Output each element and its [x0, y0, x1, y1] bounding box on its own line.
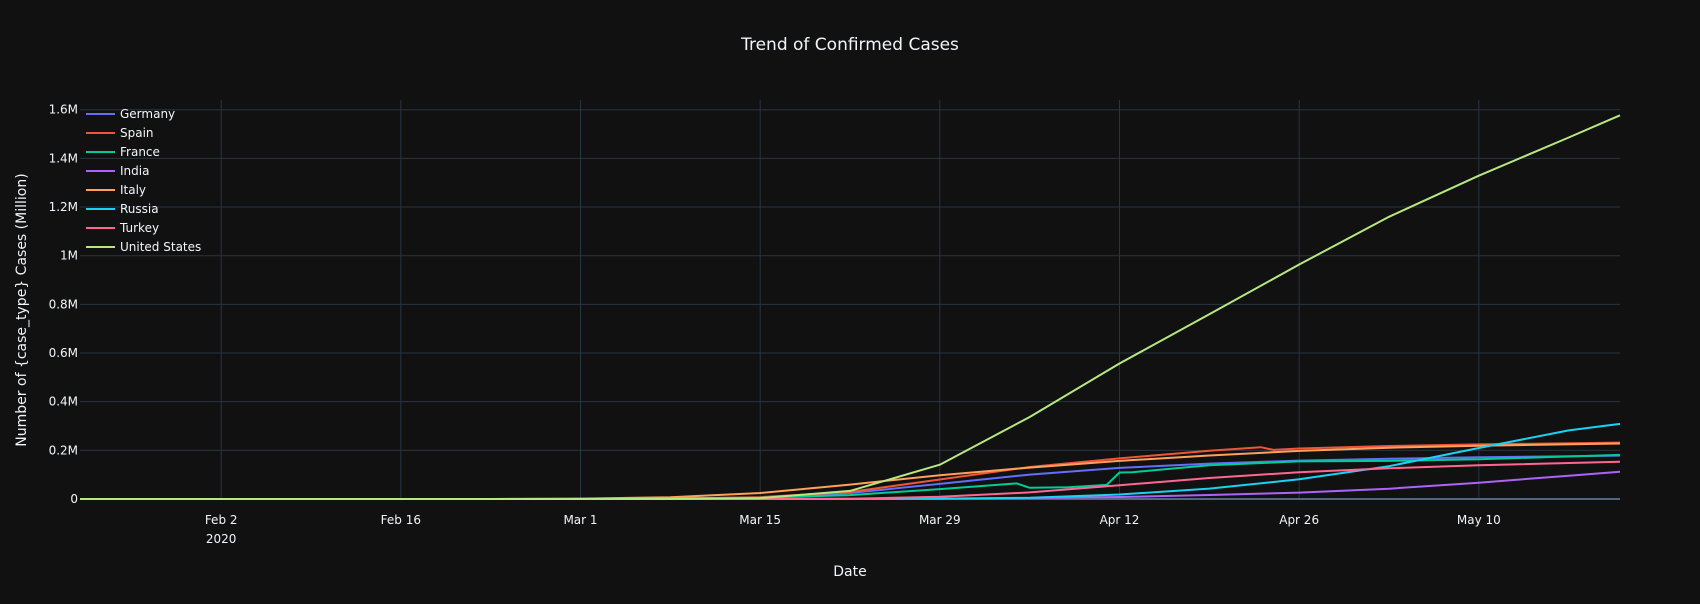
x-tick-label: Apr 26 [1279, 513, 1319, 527]
y-tick-label: 1.6M [49, 103, 78, 117]
legend-item-italy[interactable]: Italy [86, 183, 146, 197]
y-tick-label: 1.4M [49, 151, 78, 165]
legend-item-india[interactable]: India [86, 164, 149, 178]
x-tick-label: Mar 1 [563, 513, 597, 527]
legend-label: France [120, 145, 160, 159]
y-tick-label: 0.6M [49, 346, 78, 360]
series-line-united-states [80, 114, 1621, 500]
x-axis-title: Date [833, 564, 866, 580]
chart-title: Trend of Confirmed Cases [740, 35, 959, 55]
legend-item-france[interactable]: France [86, 145, 160, 159]
y-tick-label: 0.4M [49, 395, 78, 409]
series-lines [79, 114, 1621, 500]
legend-label: Russia [120, 202, 159, 216]
legend-label: Germany [120, 107, 175, 121]
y-tick-label: 1M [60, 249, 78, 263]
x-axis: Feb 2 2020 Feb 16 Mar 1 Mar 15 Mar 29 Apr 12 Ap… [205, 513, 1501, 546]
legend-item-united-states[interactable]: United States [86, 240, 201, 254]
x-tick-label: Feb 2 [205, 513, 238, 527]
x-tick-label: Mar 29 [919, 513, 961, 527]
legend-item-russia[interactable]: Russia [86, 202, 159, 216]
legend-label: India [120, 164, 149, 178]
y-axis: 0 0.2M 0.4M 0.6M 0.8M 1M 1.2M 1.4M 1.6M [49, 103, 78, 506]
y-tick-label: 0 [70, 492, 78, 506]
x-tick-label: Feb 16 [381, 513, 421, 527]
series-line-france [80, 453, 1621, 500]
y-axis-title: Number of {case_type} Cases (Million) [14, 173, 30, 446]
y-tick-label: 0.8M [49, 297, 78, 311]
y-tick-label: 1.2M [49, 200, 78, 214]
x-tick-label: Mar 15 [739, 513, 781, 527]
legend-label: Spain [120, 126, 154, 140]
legend[interactable]: Germany Spain France India Italy Russia Turkey… [86, 107, 201, 254]
legend-label: Turkey [119, 221, 159, 235]
x-tick-label: May 10 [1457, 513, 1501, 527]
legend-item-turkey[interactable]: Turkey [86, 221, 159, 235]
legend-item-spain[interactable]: Spain [86, 126, 154, 140]
y-tick-label: 0.2M [49, 443, 78, 457]
series-line-turkey [80, 460, 1621, 500]
legend-label: Italy [120, 183, 146, 197]
legend-label: United States [120, 240, 201, 254]
legend-item-germany[interactable]: Germany [86, 107, 175, 121]
x-tick-sublabel: 2020 [206, 532, 237, 546]
series-line-russia [79, 422, 1621, 500]
x-tick-label: Apr 12 [1100, 513, 1140, 527]
